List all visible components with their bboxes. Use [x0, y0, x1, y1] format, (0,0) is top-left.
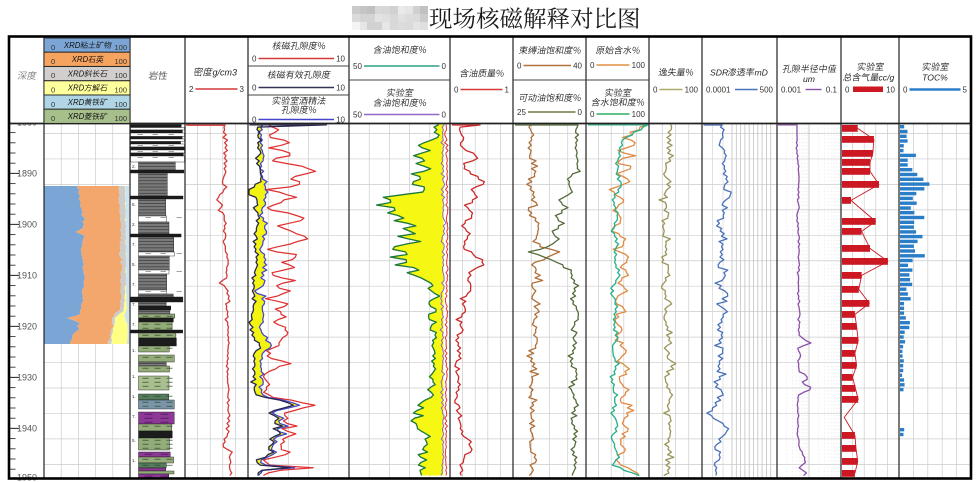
svg-text:1920: 1920	[17, 321, 37, 331]
svg-text:0.0001: 0.0001	[706, 85, 731, 94]
svg-text:10: 10	[336, 115, 345, 124]
svg-text:1: 1	[505, 85, 510, 94]
svg-text:10: 10	[336, 54, 345, 63]
svg-text:0: 0	[590, 61, 595, 70]
svg-text:XRD: XRD	[71, 55, 89, 64]
svg-text:0.001: 0.001	[781, 85, 802, 94]
svg-text:0: 0	[442, 110, 447, 119]
svg-text:0: 0	[252, 83, 257, 92]
svg-text:7.: 7.	[132, 302, 136, 307]
svg-text:50: 50	[353, 62, 362, 71]
svg-text:7.: 7.	[132, 322, 136, 327]
svg-text:2: 2	[189, 85, 194, 94]
svg-text:0: 0	[578, 108, 583, 117]
svg-text:0: 0	[51, 100, 55, 109]
svg-text:0: 0	[252, 54, 257, 63]
svg-text:mD: mD	[755, 68, 768, 78]
svg-text:0.1: 0.1	[826, 85, 838, 94]
svg-text:g/cm3: g/cm3	[213, 68, 238, 78]
svg-text:XRD: XRD	[63, 41, 81, 50]
svg-text:25: 25	[517, 108, 526, 117]
svg-text:100: 100	[114, 57, 127, 66]
svg-text:1930: 1930	[17, 372, 37, 382]
svg-text:3: 3	[240, 85, 245, 94]
svg-text:50: 50	[353, 110, 362, 119]
svg-text:100: 100	[685, 85, 699, 94]
svg-text:5.: 5.	[132, 202, 136, 207]
svg-text:0: 0	[845, 85, 850, 94]
svg-text:7.: 7.	[132, 242, 136, 247]
svg-text:SDR: SDR	[710, 68, 728, 78]
svg-text:100: 100	[114, 86, 127, 95]
svg-text:XRD: XRD	[67, 84, 85, 93]
svg-text:1.: 1.	[132, 458, 136, 463]
svg-text:1880: 1880	[17, 117, 37, 127]
svg-text:XRD: XRD	[67, 112, 85, 121]
svg-text:2.: 2.	[132, 222, 136, 227]
svg-text:5.: 5.	[132, 438, 136, 443]
svg-text:0: 0	[51, 114, 55, 123]
svg-text:5: 5	[963, 85, 968, 94]
svg-text:100: 100	[114, 100, 127, 109]
svg-text:5.: 5.	[132, 262, 136, 267]
svg-text:100: 100	[114, 71, 127, 80]
svg-text:TOC%: TOC%	[922, 73, 948, 83]
svg-text:40: 40	[573, 61, 582, 70]
svg-text:100: 100	[114, 43, 127, 52]
svg-text:0: 0	[517, 61, 522, 70]
svg-text:XRD: XRD	[67, 98, 85, 107]
svg-text:1.: 1.	[132, 374, 136, 379]
svg-text:10: 10	[336, 83, 345, 92]
svg-text:0: 0	[51, 43, 55, 52]
svg-text:1910: 1910	[17, 270, 37, 280]
svg-text:1890: 1890	[17, 168, 37, 178]
svg-text:1.: 1.	[132, 394, 136, 399]
svg-text:0: 0	[454, 85, 459, 94]
svg-text:0: 0	[590, 110, 595, 119]
svg-text:0: 0	[51, 57, 55, 66]
svg-text:XRD: XRD	[67, 69, 85, 78]
svg-text:0: 0	[653, 85, 658, 94]
svg-text:1900: 1900	[17, 219, 37, 229]
svg-text:100: 100	[632, 110, 646, 119]
svg-text:10: 10	[886, 85, 895, 94]
svg-text:0: 0	[51, 71, 55, 80]
svg-text:7.: 7.	[132, 282, 136, 287]
svg-text:0: 0	[51, 86, 55, 95]
svg-text:cc/g: cc/g	[879, 73, 895, 83]
svg-text:500: 500	[760, 85, 774, 94]
svg-text:um: um	[803, 74, 815, 84]
svg-text:1940: 1940	[17, 423, 37, 433]
svg-text:0: 0	[252, 115, 257, 124]
svg-text:0: 0	[903, 85, 908, 94]
svg-text:7.: 7.	[132, 414, 136, 419]
svg-text:100: 100	[114, 114, 127, 123]
svg-text:0: 0	[442, 62, 447, 71]
svg-text:100: 100	[632, 61, 646, 70]
svg-text:2.: 2.	[132, 164, 136, 169]
svg-text:1.: 1.	[132, 348, 136, 353]
